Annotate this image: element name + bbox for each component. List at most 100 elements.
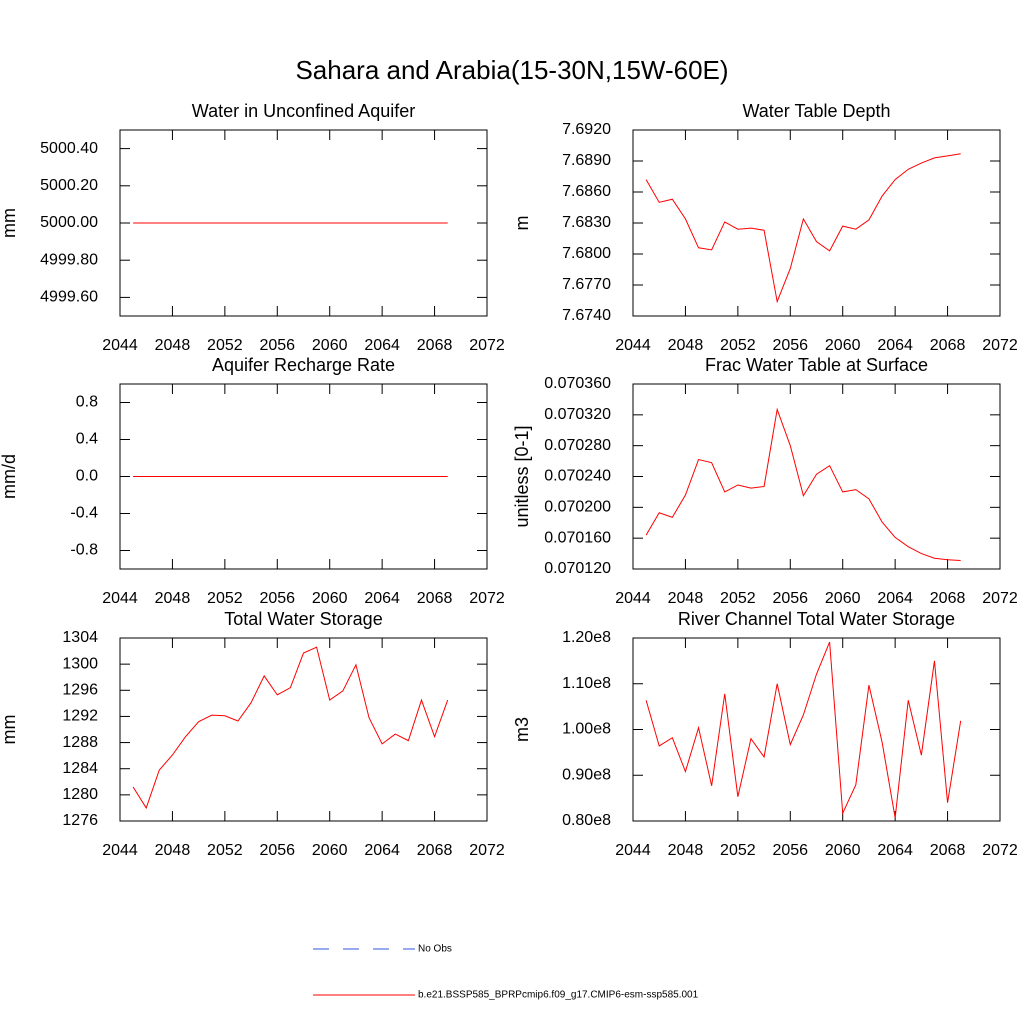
x-tick-label: 2048: [155, 337, 191, 354]
x-tick-label: 2048: [668, 337, 704, 354]
y-tick-label: 0.90e8: [562, 766, 611, 783]
y-tick-label: 7.6800: [562, 245, 611, 262]
y-tick-label: 0.0: [76, 468, 98, 485]
y-tick-label: 5000.40: [40, 140, 98, 157]
y-tick-label: 0.070200: [544, 499, 611, 516]
y-tick-label: 1292: [62, 708, 98, 725]
panel-title: River Channel Total Water Storage: [678, 609, 955, 629]
plot-frame: [632, 383, 1001, 570]
x-tick-label: 2072: [982, 590, 1018, 607]
x-tick-label: 2044: [615, 337, 651, 354]
y-tick-label: 5000.00: [40, 214, 98, 231]
x-tick-label: 2056: [259, 842, 295, 859]
x-tick-label: 2072: [469, 590, 505, 607]
y-axis-label: mm: [0, 208, 19, 238]
x-tick-label: 2060: [825, 842, 861, 859]
y-tick-label: 0.070120: [544, 560, 611, 577]
x-tick-label: 2044: [102, 590, 138, 607]
x-tick-label: 2044: [615, 590, 651, 607]
x-tick-label: 2056: [772, 590, 808, 607]
plot-frame: [632, 637, 1001, 822]
x-tick-label: 2072: [469, 842, 505, 859]
x-tick-label: 2068: [417, 842, 453, 859]
x-tick-label: 2060: [312, 590, 348, 607]
x-tick-label: 2056: [772, 337, 808, 354]
x-tick-label: 2072: [469, 337, 505, 354]
x-tick-label: 2052: [207, 337, 243, 354]
x-tick-label: 2068: [930, 842, 966, 859]
y-tick-label: 1.10e8: [562, 675, 611, 692]
x-tick-label: 2060: [825, 590, 861, 607]
legend-label: No Obs: [418, 944, 452, 955]
data-line: [645, 153, 961, 304]
y-tick-label: 4999.80: [40, 251, 98, 268]
y-tick-label: 7.6830: [562, 214, 611, 231]
x-tick-label: 2064: [364, 337, 400, 354]
x-tick-label: 2052: [720, 337, 756, 354]
x-tick-label: 2052: [720, 590, 756, 607]
x-tick-label: 2068: [930, 590, 966, 607]
y-axis-label: mm/d: [0, 454, 19, 499]
x-tick-label: 2060: [312, 842, 348, 859]
y-tick-label: 1276: [62, 812, 98, 829]
x-tick-label: 2048: [155, 590, 191, 607]
x-tick-label: 2060: [312, 337, 348, 354]
x-tick-label: 2044: [615, 842, 651, 859]
y-tick-label: 1.00e8: [562, 721, 611, 738]
y-tick-label: 1296: [62, 682, 98, 699]
x-tick-label: 2052: [207, 590, 243, 607]
x-tick-label: 2072: [982, 337, 1018, 354]
y-tick-label: 1284: [62, 760, 98, 777]
y-tick-label: 0.070320: [544, 406, 611, 423]
x-tick-label: 2052: [207, 842, 243, 859]
plot-frame: [632, 129, 1001, 317]
y-tick-label: 7.6860: [562, 183, 611, 200]
x-tick-label: 2052: [720, 842, 756, 859]
panel-title: Water Table Depth: [742, 101, 890, 121]
y-tick-label: 1280: [62, 786, 98, 803]
panel-title: Frac Water Table at Surface: [705, 355, 928, 375]
data-line: [645, 407, 961, 562]
y-tick-label: 0.070360: [544, 375, 611, 392]
x-tick-label: 2048: [668, 590, 704, 607]
x-tick-label: 2068: [930, 337, 966, 354]
y-tick-label: 0.070240: [544, 468, 611, 485]
x-tick-label: 2048: [668, 842, 704, 859]
y-tick-label: 0.070160: [544, 529, 611, 546]
x-tick-label: 2064: [877, 337, 913, 354]
y-tick-label: 0.80e8: [562, 812, 611, 829]
y-axis-label: unitless [0-1]: [512, 425, 532, 527]
x-tick-label: 2044: [102, 842, 138, 859]
y-axis-label: m3: [512, 717, 532, 742]
y-tick-label: 0.4: [76, 431, 98, 448]
x-tick-label: 2072: [982, 842, 1018, 859]
x-tick-label: 2064: [877, 590, 913, 607]
x-tick-label: 2068: [417, 337, 453, 354]
y-tick-label: 1304: [62, 629, 98, 646]
x-tick-label: 2056: [259, 590, 295, 607]
y-tick-label: 7.6740: [562, 307, 611, 324]
x-tick-label: 2056: [772, 842, 808, 859]
x-tick-label: 2064: [877, 842, 913, 859]
page-title: Sahara and Arabia(15-30N,15W-60E): [295, 55, 728, 85]
x-tick-label: 2064: [364, 590, 400, 607]
y-tick-label: 0.8: [76, 394, 98, 411]
x-tick-label: 2048: [155, 842, 191, 859]
y-tick-label: -0.4: [70, 505, 98, 522]
y-tick-label: 1288: [62, 734, 98, 751]
panel-title: Total Water Storage: [224, 609, 382, 629]
x-tick-label: 2056: [259, 337, 295, 354]
y-tick-label: 7.6770: [562, 276, 611, 293]
legend-label: b.e21.BSSP585_BPRPcmip6.f09_g17.CMIP6-es…: [418, 990, 699, 1001]
y-axis-label: m: [512, 216, 532, 231]
x-tick-label: 2064: [364, 842, 400, 859]
panel-title: Aquifer Recharge Rate: [212, 355, 395, 375]
x-tick-label: 2068: [417, 590, 453, 607]
y-tick-label: 7.6920: [562, 121, 611, 138]
plot-frame: [119, 637, 488, 822]
x-tick-label: 2060: [825, 337, 861, 354]
y-tick-label: 7.6890: [562, 152, 611, 169]
y-tick-label: 1.20e8: [562, 629, 611, 646]
panel-title: Water in Unconfined Aquifer: [192, 101, 415, 121]
